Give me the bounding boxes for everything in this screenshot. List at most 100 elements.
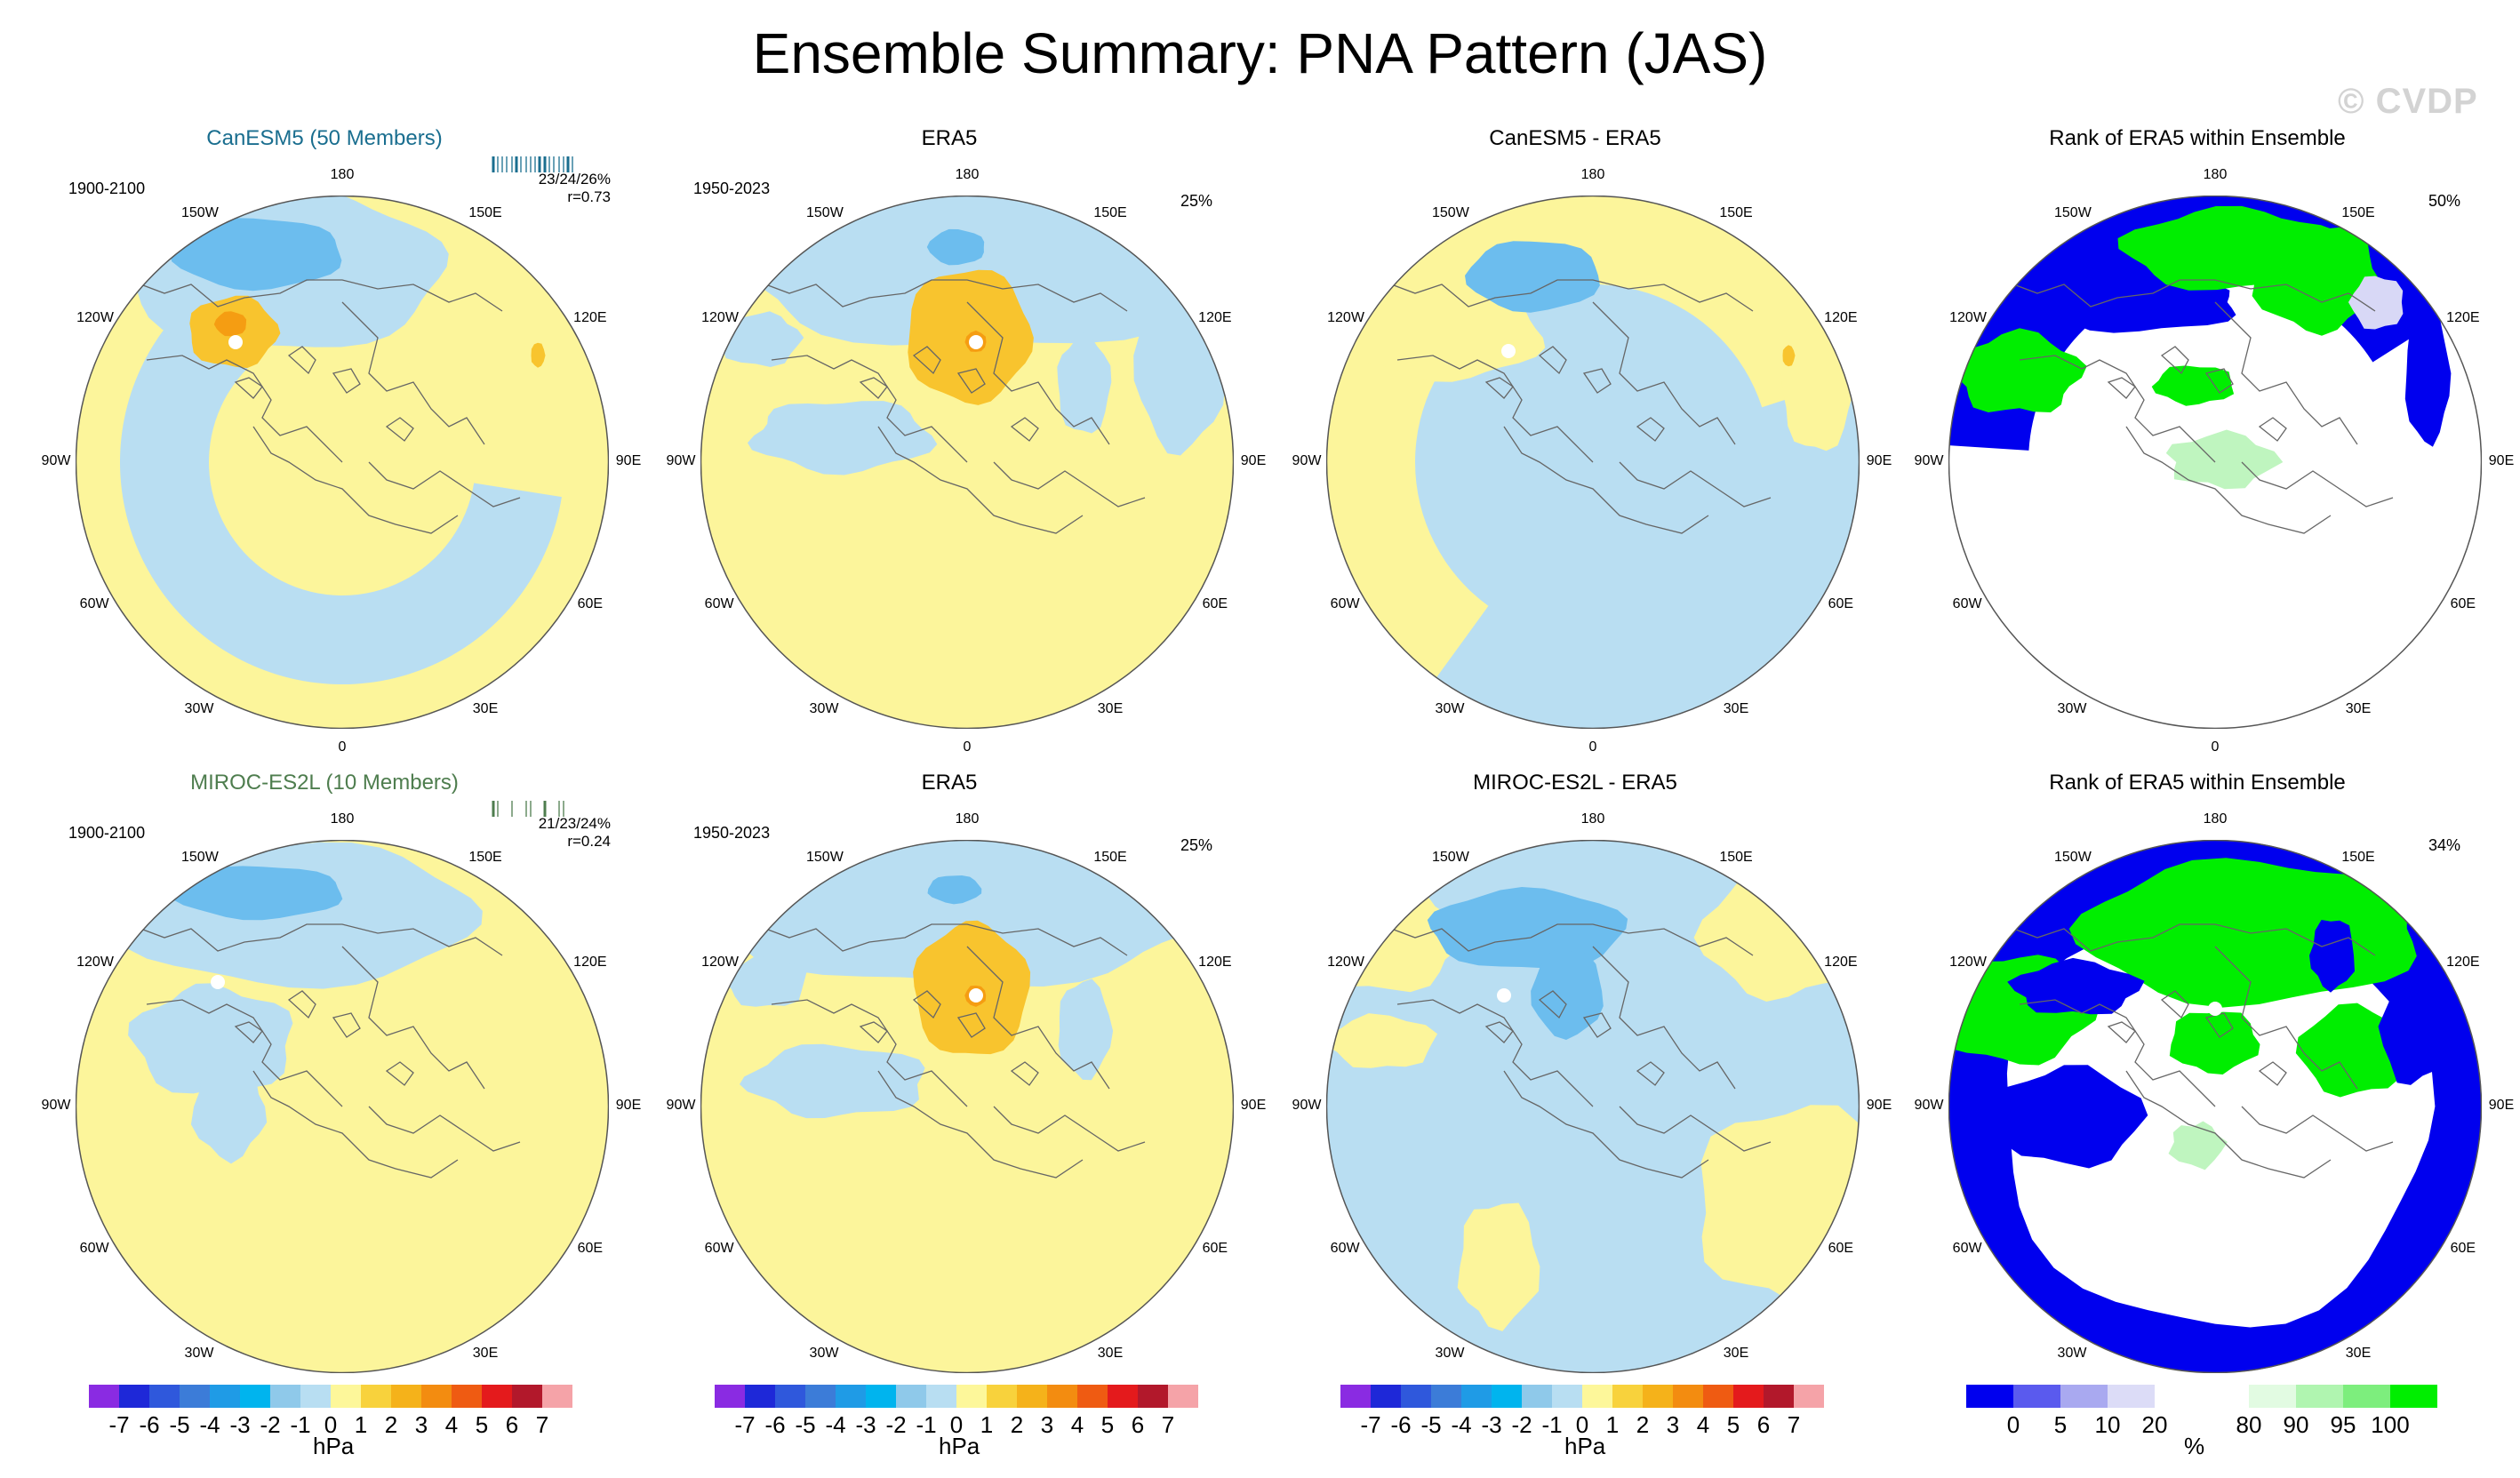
coastlines — [753, 279, 1146, 534]
colorbar-tick: 0 — [1575, 1411, 1589, 1438]
longitude-label: 120W — [76, 955, 114, 970]
colorbar-swatch — [2390, 1385, 2437, 1408]
contour-region — [2348, 276, 2404, 330]
polar-map — [1948, 840, 2482, 1373]
colorbar-tick: 3 — [1040, 1411, 1054, 1438]
colorbar-swatch — [452, 1385, 482, 1408]
colorbar-swatch — [391, 1385, 421, 1408]
longitude-label: 120W — [701, 310, 739, 325]
member-spread-sparkline — [492, 156, 573, 172]
longitude-label: 30E — [2345, 1345, 2372, 1361]
colorbar-tick: 0 — [949, 1411, 964, 1438]
colorbar-swatch — [1643, 1385, 1673, 1408]
contour-region — [926, 228, 985, 266]
longitude-label: 90E — [2488, 1098, 2515, 1113]
longitude-label: 90W — [1292, 453, 1322, 468]
coastlines — [2001, 923, 2394, 1178]
contour-region — [1780, 322, 1854, 451]
longitude-label: 90E — [615, 1098, 642, 1113]
colorbar-swatch — [1401, 1385, 1431, 1408]
longitude-label: 30W — [809, 700, 839, 716]
polar-map — [76, 196, 609, 729]
colorbar-tick: 0 — [324, 1411, 338, 1438]
longitude-label: 150E — [1093, 205, 1127, 221]
longitude-label: 90W — [666, 453, 696, 468]
pole-marker — [2208, 1002, 2222, 1016]
longitude-label: 180 — [1580, 167, 1605, 182]
colorbar-swatch — [210, 1385, 240, 1408]
longitude-label: 120W — [701, 955, 739, 970]
longitude-label: 120E — [1198, 310, 1232, 325]
longitude-label: 150E — [1093, 850, 1127, 866]
panel-miroc-pattern: MIROC-ES2L (10 Members) 1900-2100 21/23/… — [40, 771, 642, 1410]
colorbar-swatch — [2060, 1385, 2108, 1408]
longitude-label: 180 — [955, 811, 980, 827]
longitude-label: 120E — [573, 955, 607, 970]
colorbar-tick: -4 — [199, 1411, 220, 1438]
colorbar-swatch — [956, 1385, 987, 1408]
colorbar-swatch — [2296, 1385, 2343, 1408]
panel-rank-bottom: Rank of ERA5 within Ensemble 34% 180 150E… — [1913, 771, 2515, 1410]
longitude-label: 150E — [1719, 205, 1753, 221]
colorbar-swatch — [1461, 1385, 1492, 1408]
colorbar-tick: 5 — [1100, 1411, 1115, 1438]
pattern-stats: 21/23/24% r=0.24 — [495, 815, 611, 851]
panel-era5-pattern-top: ERA5 1950-2023 25% 180 150E 120E 90E 60E 30E 0… — [665, 126, 1267, 766]
map-border — [76, 840, 609, 1373]
longitude-label: 60E — [577, 1241, 604, 1256]
contour-region — [1457, 1202, 1540, 1331]
colorbar-swatch — [361, 1385, 391, 1408]
contour-region — [2007, 957, 2145, 1015]
colorbar-swatch — [1703, 1385, 1733, 1408]
longitude-label: 90E — [1866, 453, 1892, 468]
longitude-label: 150E — [468, 205, 502, 221]
longitude-label: 120W — [1327, 955, 1364, 970]
coastlines — [128, 923, 521, 1178]
longitude-label: 120E — [1824, 310, 1858, 325]
colorbar-swatch — [1077, 1385, 1108, 1408]
map-border — [1326, 196, 1860, 729]
colorbar-tick: 80 — [2236, 1411, 2262, 1438]
pattern-stats: 23/24/26% r=0.73 — [495, 171, 611, 206]
longitude-label: 180 — [2203, 811, 2228, 827]
polar-map — [1326, 196, 1860, 729]
longitude-label: 60W — [704, 1241, 734, 1256]
contour-region — [1058, 979, 1114, 1081]
colorbar-tick: -6 — [139, 1411, 160, 1438]
pole-marker — [969, 988, 983, 1003]
colorbar-swatches — [89, 1385, 572, 1408]
colorbar-swatch — [1673, 1385, 1703, 1408]
coastlines — [128, 279, 521, 534]
colorbar-tick: -4 — [825, 1411, 846, 1438]
colorbar-swatch — [715, 1385, 745, 1408]
colorbar-tick: 2 — [1010, 1411, 1024, 1438]
figure-title: Ensemble Summary: PNA Pattern (JAS) — [752, 21, 1768, 85]
colorbar-swatch — [2013, 1385, 2060, 1408]
polar-map — [1326, 840, 1860, 1373]
longitude-label: 90E — [1866, 1098, 1892, 1113]
longitude-label: 60W — [79, 1241, 109, 1256]
colorbar-tick: -5 — [169, 1411, 190, 1438]
colorbar-swatch — [1108, 1385, 1138, 1408]
stats-correlation: r=0.73 — [567, 188, 611, 205]
colorbar-swatch — [1764, 1385, 1794, 1408]
colorbar-tick: 20 — [2141, 1411, 2168, 1438]
colorbar-swatch — [512, 1385, 542, 1408]
longitude-label: 150W — [806, 205, 844, 221]
colorbar-swatch — [1017, 1385, 1047, 1408]
polar-map — [76, 840, 609, 1373]
colorbar-tick: -3 — [229, 1411, 251, 1438]
colorbar-tick: 4 — [1696, 1411, 1710, 1438]
stats-percentiles: 21/23/24% — [538, 815, 611, 832]
colorbar-swatch — [805, 1385, 836, 1408]
colorbar-tick: 6 — [505, 1411, 519, 1438]
contour-region — [1344, 292, 1546, 382]
colorbar-tick: 95 — [2330, 1411, 2356, 1438]
colorbar-tick: -3 — [1481, 1411, 1502, 1438]
longitude-label: 150W — [806, 850, 844, 866]
panel-title: CanESM5 - ERA5 — [1489, 126, 1661, 150]
period-label: 1900-2100 — [68, 180, 146, 197]
longitude-label: 30W — [2057, 700, 2087, 716]
colorbar-swatch — [240, 1385, 270, 1408]
contour-region — [2169, 1011, 2260, 1075]
